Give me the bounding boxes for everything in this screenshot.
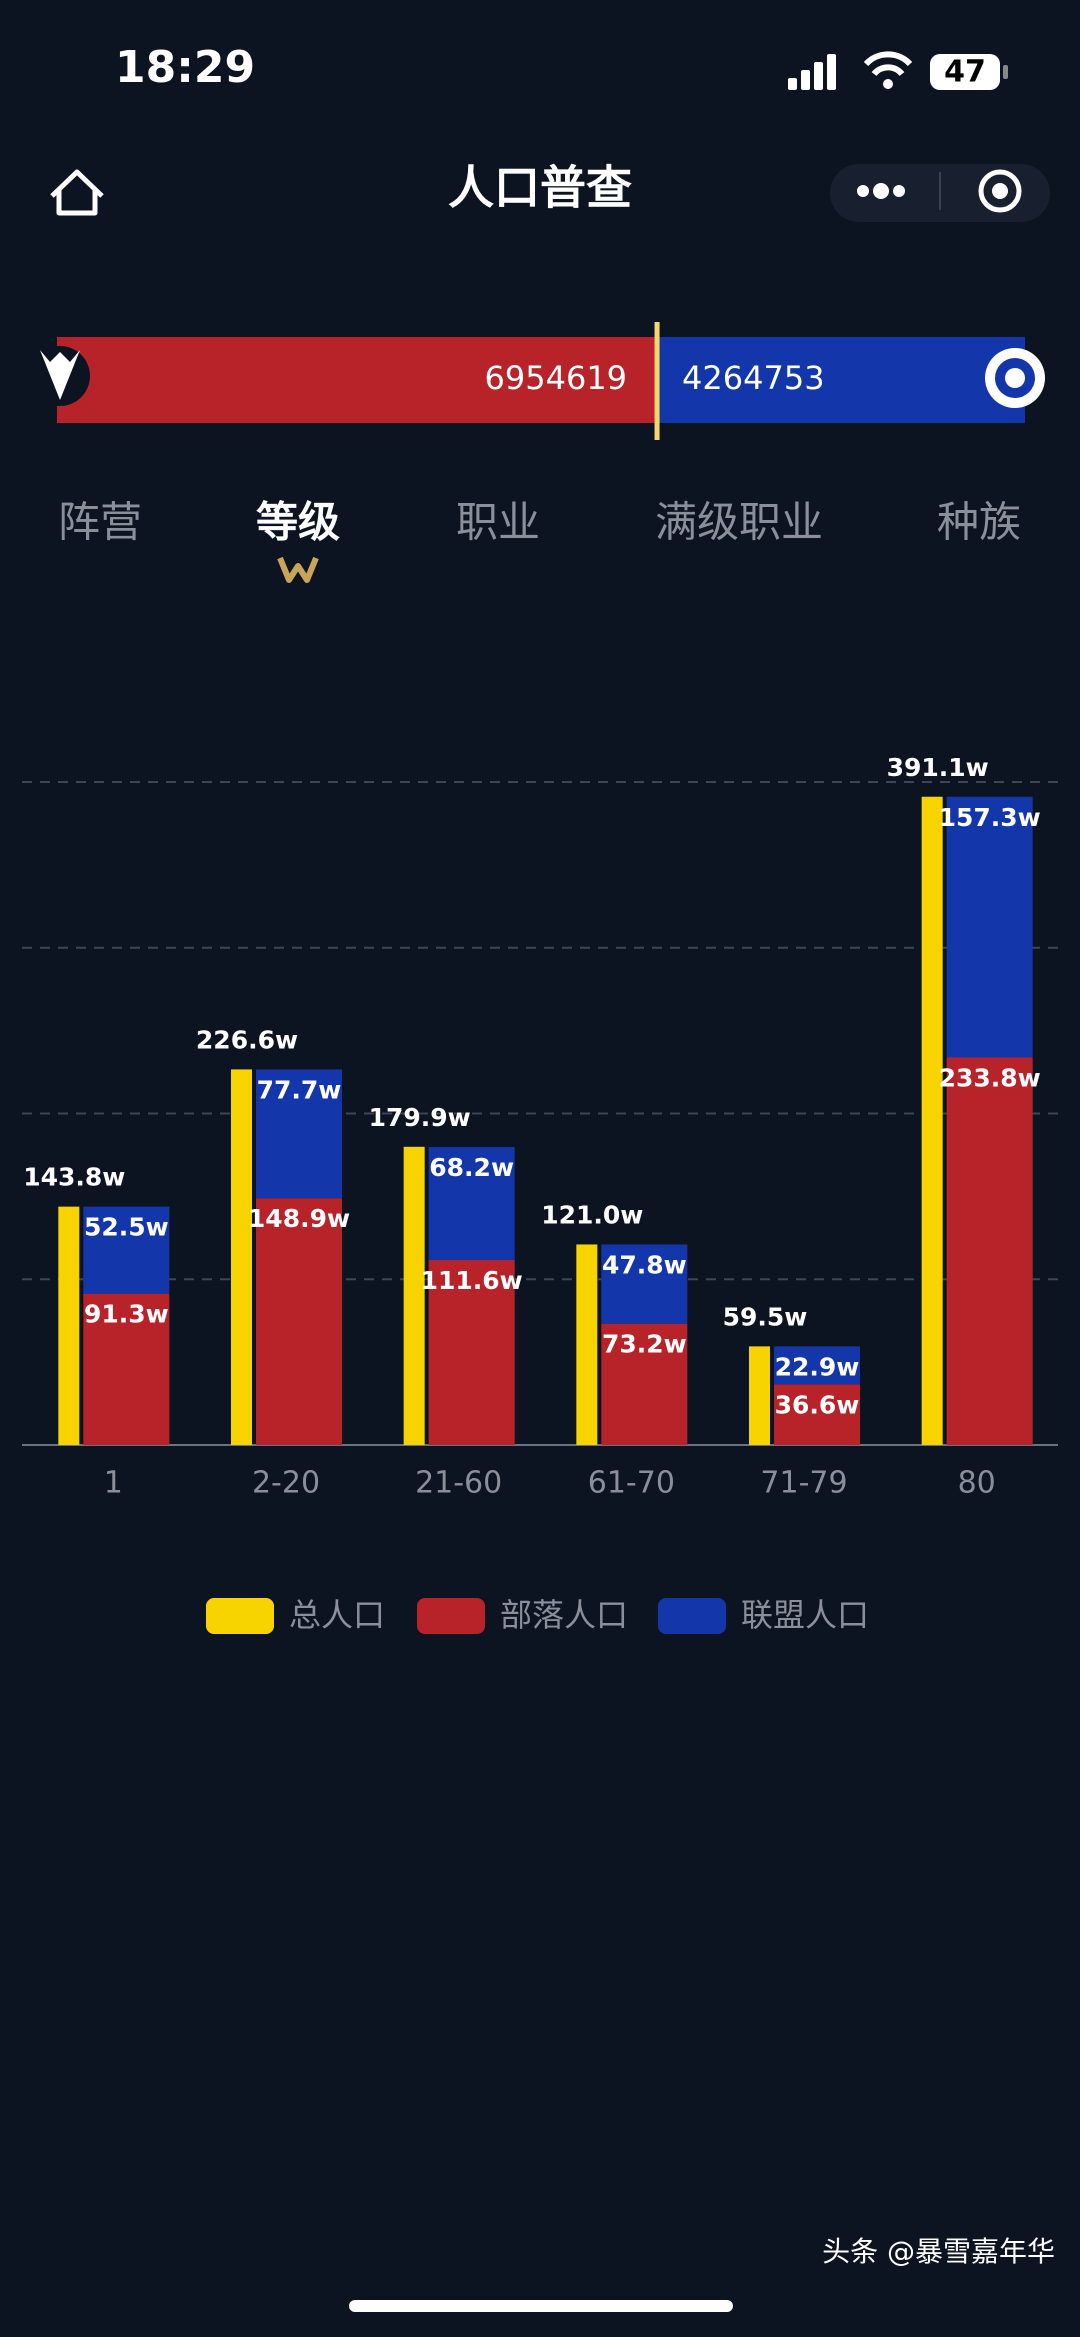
stack-label: 52.5w (84, 1213, 169, 1242)
battery-tip (1003, 65, 1008, 79)
x-tick-label: 2-20 (252, 1466, 320, 1501)
legend-swatch[interactable] (206, 1598, 274, 1634)
legend-label: 部落人口 (500, 1596, 628, 1634)
stack-label: 36.6w (775, 1390, 860, 1419)
alliance-bar (657, 337, 1025, 423)
stack-bar (428, 1260, 515, 1445)
wifi-icon (863, 51, 913, 77)
stack-bar (601, 1323, 688, 1445)
faction-bar: 6954619 4264753 (57, 322, 1025, 440)
legend-swatch[interactable] (417, 1598, 485, 1634)
stack-label: 148.9w (248, 1204, 350, 1233)
chart: 1 143.8w 91.3w 52.5w 2-20 226.6w 148.9w 77.7w 21… (22, 753, 1058, 1501)
stack-label: 73.2w (602, 1330, 687, 1359)
close-button[interactable] (978, 169, 1022, 213)
stack-label: 91.3w (84, 1300, 169, 1329)
close-dot (992, 183, 1008, 199)
nav-title: 人口普查 (448, 161, 632, 215)
stack-bar (601, 1244, 688, 1324)
stack-bar (774, 1346, 860, 1385)
stack-label: 111.6w (421, 1266, 523, 1295)
total-bar (403, 1146, 425, 1445)
stack-label: 233.8w (939, 1063, 1041, 1092)
tab[interactable]: 职业 (456, 498, 540, 547)
tab[interactable]: 种族 (937, 498, 1021, 547)
tab[interactable]: 满级职业 (655, 498, 823, 547)
legend-label: 总人口 (289, 1596, 385, 1634)
stack-bar (774, 1384, 860, 1445)
total-bar (749, 1346, 770, 1445)
wifi-dot (883, 79, 893, 89)
tab[interactable]: 等级 (256, 498, 340, 547)
stack-bar (256, 1198, 342, 1445)
tab-indicator (277, 556, 319, 583)
tabs: 阵营 等级 职业 满级职业 种族 (58, 498, 1021, 547)
home-indicator (349, 2300, 733, 2312)
total-label: 59.5w (723, 1302, 808, 1331)
x-tick-label: 80 (958, 1466, 996, 1501)
x-tick-label: 61-70 (588, 1466, 675, 1501)
alliance-icon (985, 348, 1045, 408)
footer-watermark: 头条 @暴雪嘉年华 (822, 2235, 1055, 2268)
more-button[interactable] (857, 183, 905, 199)
total-label: 143.8w (23, 1163, 125, 1192)
stack-label: 22.9w (775, 1352, 860, 1381)
horde-count: 6954619 (485, 359, 628, 397)
x-tick-label: 71-79 (760, 1466, 847, 1501)
stack-label: 77.7w (257, 1075, 342, 1104)
stack-bar (256, 1069, 342, 1199)
total-label: 391.1w (887, 753, 989, 782)
home-button[interactable] (50, 169, 104, 216)
total-bar (921, 796, 943, 1445)
status-time: 18:29 (115, 42, 255, 93)
total-label: 226.6w (196, 1025, 298, 1054)
tab[interactable]: 阵营 (58, 498, 142, 547)
stack-bar (428, 1146, 515, 1261)
total-label: 121.0w (541, 1200, 643, 1229)
total-bar (58, 1206, 80, 1445)
stack-label: 47.8w (602, 1250, 687, 1279)
total-bar (231, 1069, 252, 1445)
total-label: 179.9w (369, 1103, 471, 1132)
stack-bar (83, 1206, 170, 1294)
stack-label: 157.3w (939, 803, 1041, 832)
stack-label: 68.2w (429, 1153, 514, 1182)
x-tick-label: 1 (104, 1466, 123, 1501)
stack-bar (946, 796, 1033, 1058)
battery-level: 47 (944, 55, 986, 90)
legend-swatch[interactable] (658, 1598, 726, 1634)
alliance-count: 4264753 (682, 359, 825, 397)
total-bar (576, 1244, 598, 1445)
battery-icon (930, 54, 1000, 90)
horde-icon (30, 346, 90, 406)
horde-bar (57, 337, 658, 423)
x-tick-label: 21-60 (415, 1466, 502, 1501)
stack-bar (83, 1293, 170, 1445)
legend-label: 联盟人口 (741, 1596, 869, 1634)
legend: 总人口 部落人口 联盟人口 (206, 1596, 869, 1634)
stack-bar (946, 1057, 1033, 1445)
signal-icon (788, 54, 836, 90)
